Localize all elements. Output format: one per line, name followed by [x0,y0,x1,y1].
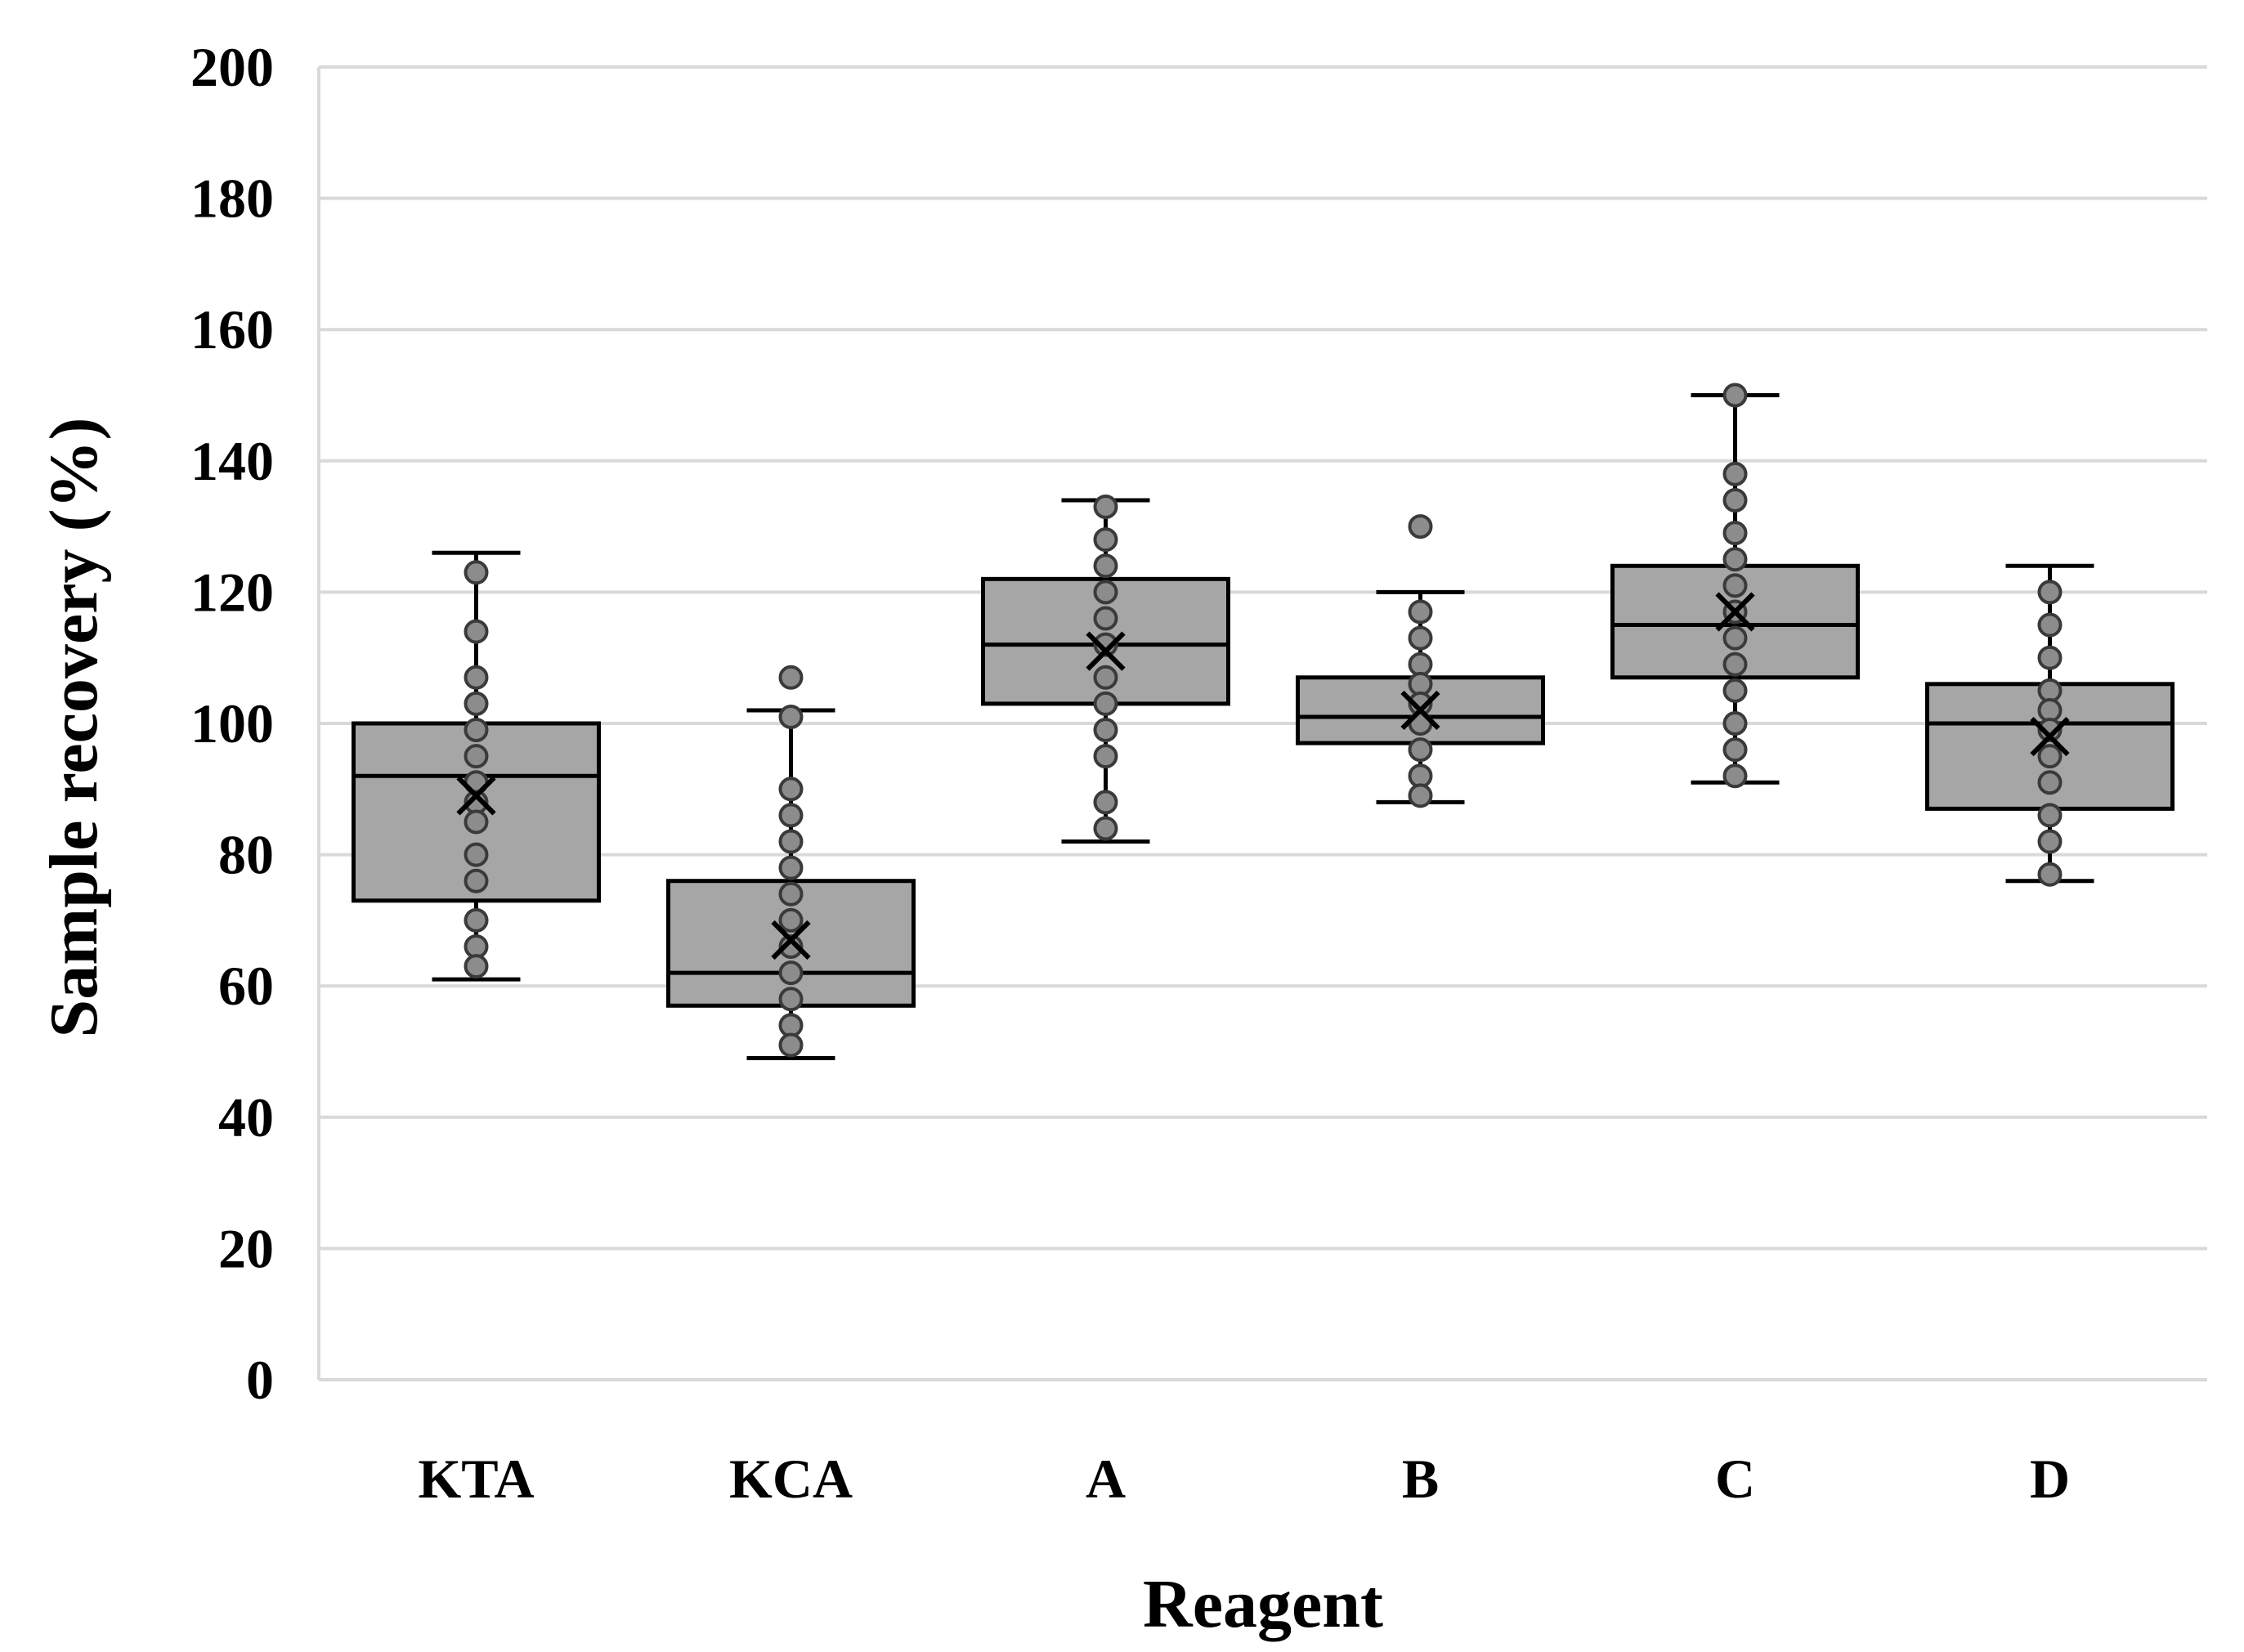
data-point [778,803,804,828]
y-tick-label-200: 200 [190,36,274,98]
x-axis-tick-labels: KTA KCA A B C D [418,1448,2070,1510]
box-group-a [981,495,1230,844]
x-tick-label-c: C [1715,1448,1755,1510]
data-point [2037,744,2063,769]
data-point [778,881,804,907]
data-point [1093,790,1118,815]
data-point [2037,645,2063,670]
data-point [1722,521,1748,546]
data-point [1722,547,1748,572]
data-point [778,704,804,729]
data-point [464,665,489,690]
y-tick-label-180: 180 [190,168,274,230]
box-group-kta [352,550,601,982]
outlier-point [1408,514,1433,539]
y-tick-label-100: 100 [190,692,274,754]
data-point [1408,625,1433,651]
y-tick-label-120: 120 [190,561,274,623]
data-point [464,868,489,893]
data-point [464,842,489,867]
gridlines [317,65,2207,1381]
data-point [1093,495,1118,520]
x-tick-label-kta: KTA [418,1448,534,1510]
data-point [1093,632,1118,657]
data-point [1093,527,1118,553]
data-point [2037,612,2063,638]
y-tick-label-140: 140 [190,430,274,492]
data-point [464,560,489,585]
x-tick-label-d: D [2030,1448,2070,1510]
box-group-c [1610,383,1860,789]
data-point [1093,580,1118,605]
data-point [1722,487,1748,513]
data-point [1722,461,1748,486]
data-point [2037,718,2063,743]
outlier-point [778,665,804,690]
x-tick-label-kca: KCA [729,1448,853,1510]
data-point [1093,606,1118,631]
data-point [1093,744,1118,769]
y-tick-label-20: 20 [218,1217,274,1279]
mean-marker [1086,631,1126,671]
data-point [1722,651,1748,677]
data-point [1093,718,1118,743]
data-point [1722,737,1748,763]
data-point [1093,816,1118,841]
data-point [1408,783,1433,808]
y-tick-label-40: 40 [218,1086,274,1148]
data-point [778,987,804,1012]
data-point [2037,803,2063,828]
data-point [464,619,489,644]
data-point [464,744,489,769]
data-point [464,809,489,835]
data-point [1093,665,1118,690]
y-tick-label-160: 160 [190,298,274,360]
box-group-d [1925,563,2175,887]
y-tick-label-0: 0 [246,1349,274,1411]
data-point [1722,678,1748,703]
mean-marker [771,920,811,960]
data-point [1722,573,1748,598]
mean-marker [1715,592,1755,632]
data-point [1093,553,1118,579]
data-point [2037,829,2063,854]
y-tick-label-60: 60 [218,955,274,1017]
data-point [1408,737,1433,763]
data-point [778,907,804,933]
data-point [464,718,489,743]
x-axis-title: Reagent [1143,1566,1383,1642]
x-tick-label-a: A [1086,1448,1126,1510]
box-series [352,383,2175,1061]
data-point [778,934,804,960]
mean-marker [1400,690,1440,731]
box-group-kca [666,665,916,1061]
data-point [1093,691,1118,716]
y-axis-tick-labels: 0 20 40 60 80 100 120 140 160 180 200 [190,36,274,1411]
data-point [778,1032,804,1058]
mean-marker [456,776,496,816]
y-tick-label-80: 80 [218,824,274,886]
data-point [2037,580,2063,605]
data-point [778,960,804,986]
data-point [778,855,804,880]
y-axis-title: Sample recovery (%) [36,418,112,1038]
data-point [1722,383,1748,408]
data-point [2037,770,2063,795]
data-point [2037,862,2063,887]
data-point [464,691,489,716]
x-tick-label-b: B [1402,1448,1439,1510]
data-point [1722,763,1748,789]
box-group-b [1296,514,1545,808]
data-point [778,829,804,854]
data-point [464,954,489,979]
mean-marker [2030,716,2070,757]
data-point [778,777,804,802]
data-point [1408,599,1433,625]
data-point [1722,711,1748,736]
data-point [464,907,489,933]
data-point [1722,625,1748,651]
